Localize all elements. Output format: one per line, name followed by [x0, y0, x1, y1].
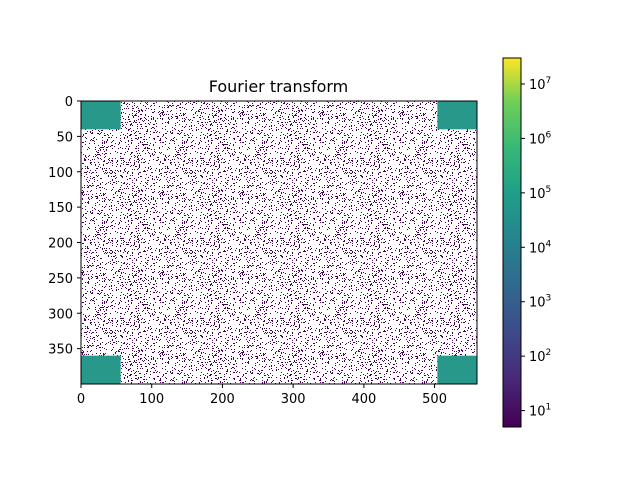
colorbar-tick-label: 104: [529, 239, 552, 256]
x-tick-label: 400: [351, 392, 376, 407]
colorbar-tick-exponent: 7: [546, 76, 552, 86]
x-axis: 0 100 200 300 400 500: [77, 384, 447, 407]
y-tick-label: 350: [48, 343, 73, 358]
y-tick-label: 100: [48, 166, 73, 181]
colorbar-tick-label: 106: [529, 130, 552, 147]
y-axis: 0 50 100 150 200 250 300 350: [48, 95, 81, 358]
region-top-right: [437, 101, 477, 130]
image-plot-area: [80, 100, 478, 385]
colorbar-tick-label: 107: [529, 76, 551, 93]
chart-title: Fourier transform: [209, 77, 349, 96]
colorbar-tick-label: 102: [529, 348, 551, 365]
x-tick-label: 300: [281, 392, 306, 407]
colorbar-tick-exponent: 3: [546, 294, 552, 304]
region-bottom-right-shade: [437, 355, 477, 384]
x-tick-label: 200: [210, 392, 235, 407]
y-tick-label: 250: [48, 272, 73, 287]
colorbar-tick-exponent: 4: [546, 239, 552, 249]
colorbar-tick-label: 103: [529, 294, 551, 311]
colorbar-gradient: [503, 58, 521, 427]
y-tick-label: 200: [48, 237, 73, 252]
y-tick-label: 50: [56, 130, 73, 145]
region-bottom-left-shade: [81, 355, 121, 384]
x-tick-label: 100: [139, 392, 164, 407]
colorbar-tick-exponent: 6: [546, 130, 552, 140]
colorbar-tick-label: 101: [529, 403, 551, 420]
x-tick-label: 0: [77, 392, 85, 407]
colorbar-tick-exponent: 5: [546, 185, 552, 195]
colorbar-tick-label: 105: [529, 185, 551, 202]
y-tick-label: 150: [48, 201, 73, 216]
region-bottom-right: [437, 355, 477, 384]
noise-overlay: [81, 101, 477, 384]
y-tick-label: 300: [48, 307, 73, 322]
region-bottom-left: [81, 355, 121, 384]
region-top-left: [81, 101, 121, 130]
region-top-right-shade: [437, 101, 477, 130]
colorbar-tick-exponent: 2: [546, 348, 552, 358]
colorbar-frame: [502, 57, 522, 428]
region-top-left-shade: [81, 101, 121, 130]
y-tick-label: 0: [65, 95, 73, 110]
x-tick-label: 500: [422, 392, 447, 407]
colorbar-tick-exponent: 1: [546, 403, 552, 413]
colorbar: 101 102 103 104 105 106 107: [502, 57, 552, 428]
